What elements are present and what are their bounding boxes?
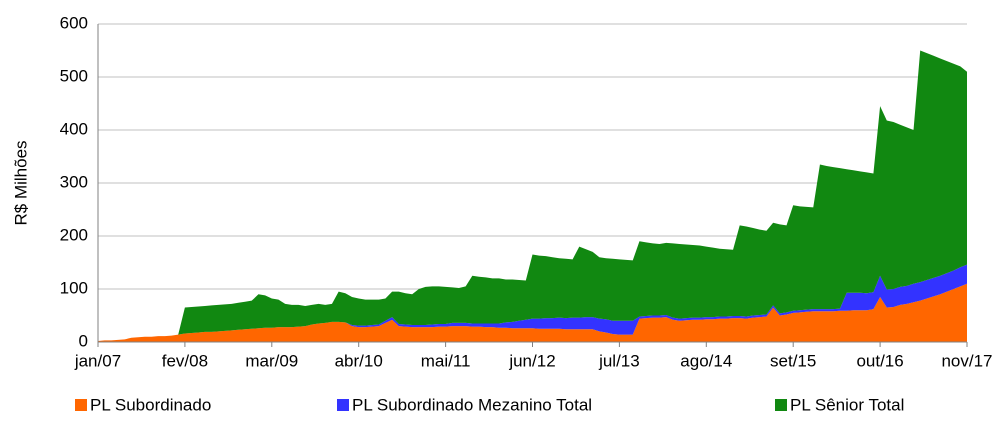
y-tick-label: 100 bbox=[60, 278, 88, 297]
x-tick-label: jan/07 bbox=[74, 351, 121, 370]
y-tick-label: 400 bbox=[60, 119, 88, 138]
legend-label: PL Subordinado bbox=[90, 395, 211, 414]
legend-label: PL Subordinado Mezanino Total bbox=[352, 395, 592, 414]
x-tick-label: jun/12 bbox=[508, 351, 555, 370]
x-tick-label: jul/13 bbox=[598, 351, 640, 370]
y-tick-label: 300 bbox=[60, 172, 88, 191]
y-tick-label: 0 bbox=[79, 331, 88, 350]
x-tick-label: set/15 bbox=[770, 351, 816, 370]
x-tick-label: mai/11 bbox=[421, 351, 471, 370]
x-tick-label: fev/08 bbox=[162, 351, 208, 370]
legend-swatch bbox=[337, 399, 349, 411]
x-tick-label: ago/14 bbox=[680, 351, 732, 370]
x-tick-label: abr/10 bbox=[335, 351, 383, 370]
y-tick-label: 600 bbox=[60, 13, 88, 32]
x-tick-label: mar/09 bbox=[245, 351, 298, 370]
area bbox=[98, 50, 967, 341]
legend-swatch bbox=[775, 399, 787, 411]
area bbox=[98, 264, 967, 341]
y-axis-label: R$ Milhões bbox=[11, 140, 30, 225]
y-tick-label: 200 bbox=[60, 225, 88, 244]
x-tick-label: out/16 bbox=[856, 351, 903, 370]
area bbox=[98, 283, 967, 342]
y-tick-label: 500 bbox=[60, 66, 88, 85]
x-tick-label: nov/17 bbox=[941, 351, 992, 370]
legend-label: PL Sênior Total bbox=[790, 395, 904, 414]
legend-swatch bbox=[75, 399, 87, 411]
